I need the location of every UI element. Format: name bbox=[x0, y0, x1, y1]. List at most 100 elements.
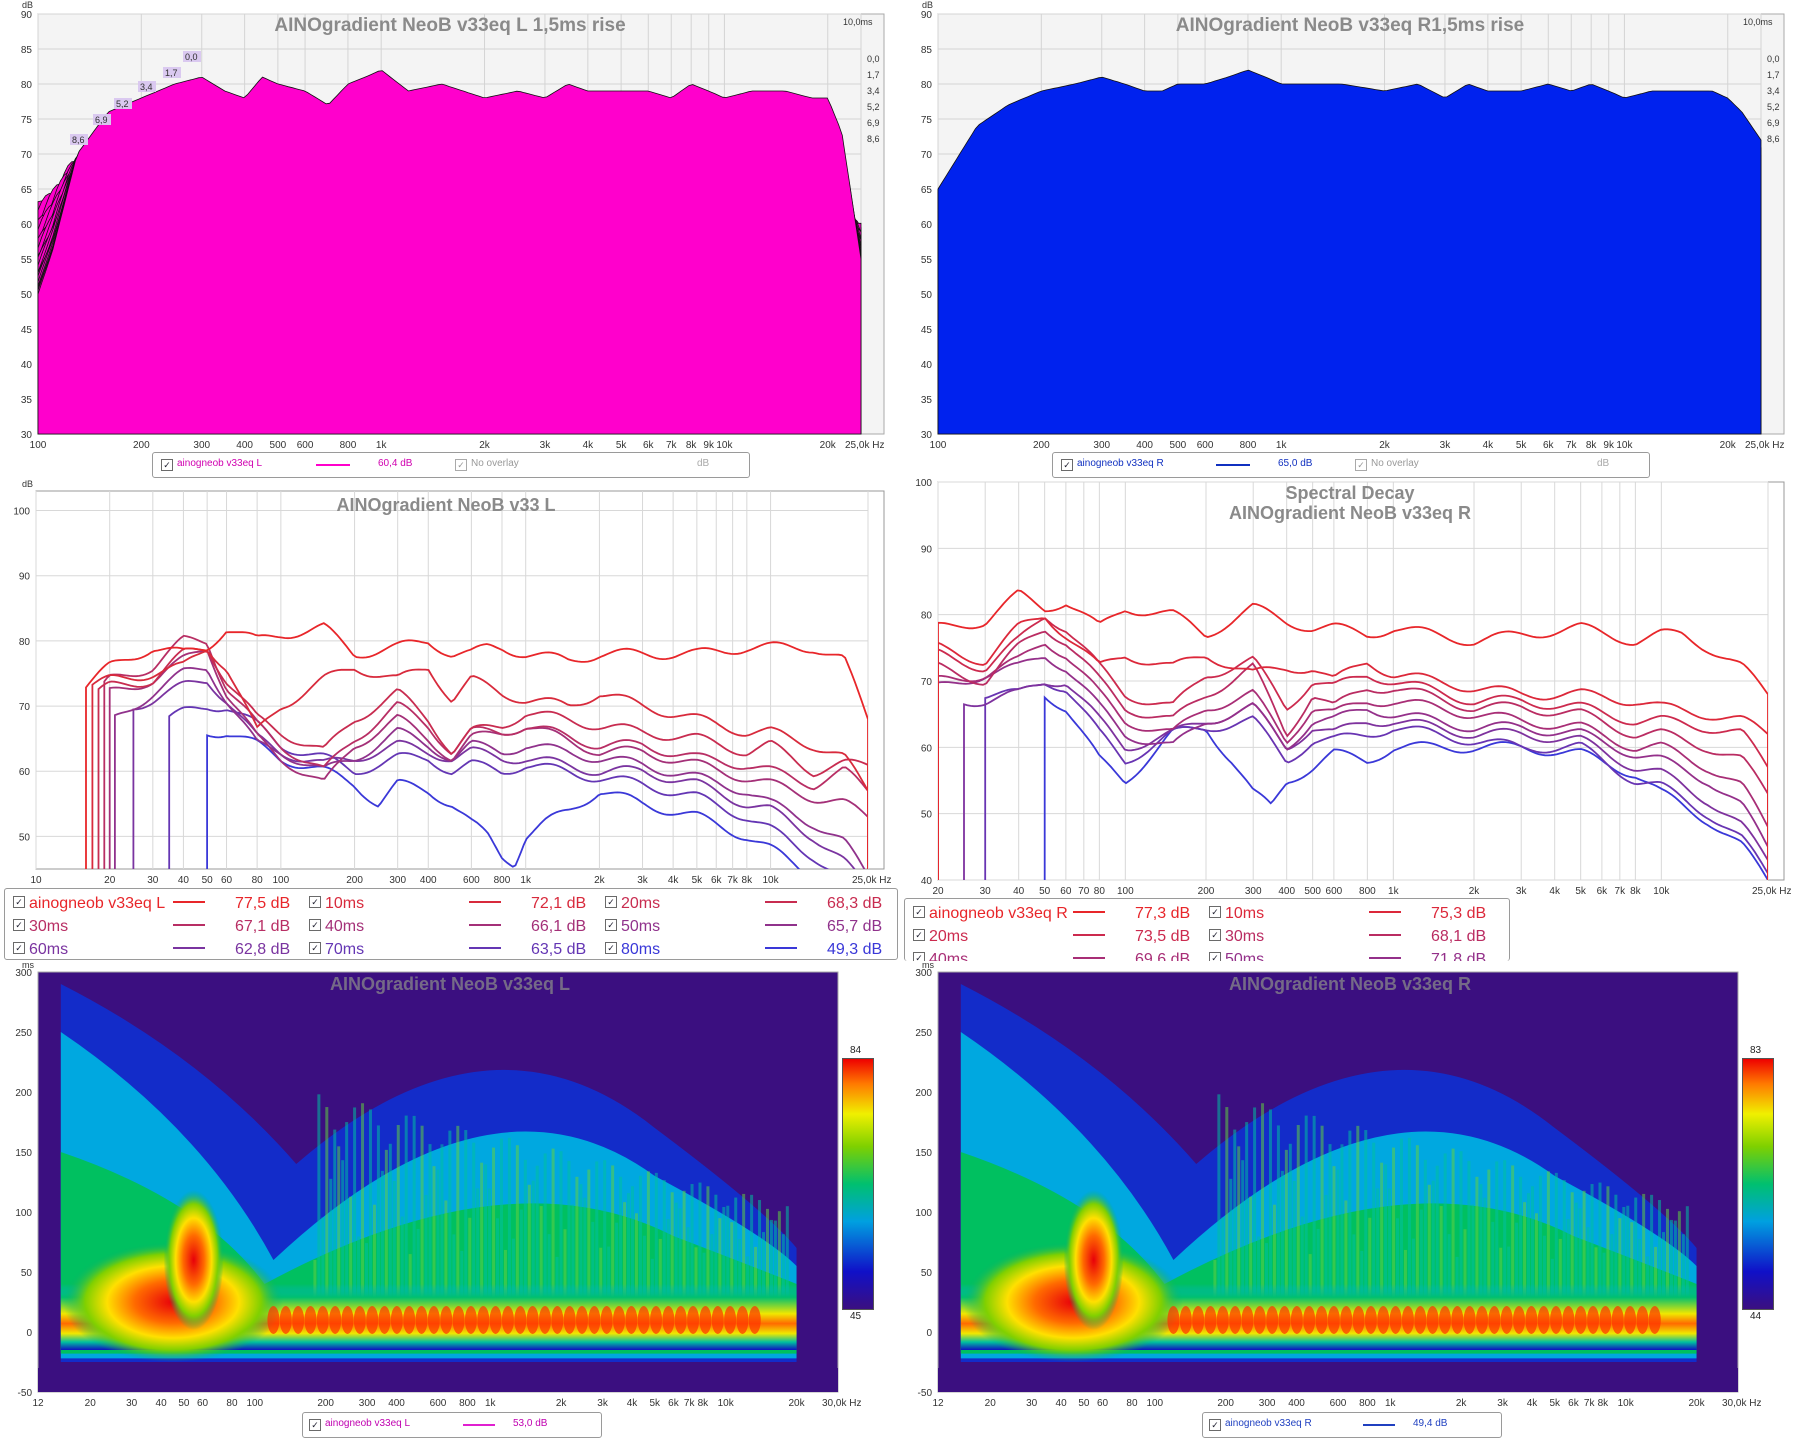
waterfall-right-legend-checkbox[interactable]: ✓ bbox=[1061, 459, 1073, 471]
spectral-decay-left-legend-checkbox[interactable]: ✓ bbox=[605, 896, 617, 908]
x-tick-label: 6k bbox=[711, 875, 723, 886]
time-label-right: 1,7 bbox=[867, 70, 880, 80]
spectrogram-peak bbox=[600, 1306, 613, 1334]
spectrogram-streak bbox=[519, 1209, 523, 1332]
spectrogram-streak bbox=[472, 1142, 476, 1332]
waterfall-right-overlay-checkbox[interactable]: ✓ bbox=[1355, 459, 1367, 471]
spectral-decay-right-legend-name: 50ms bbox=[1225, 951, 1265, 961]
spectral-decay-right-legend: ✓ ainogneob v33eq R 77,3 dB ✓ 10ms 75,3 dB ✓ 20… bbox=[904, 898, 1510, 961]
x-tick-label: 80 bbox=[1126, 1398, 1138, 1409]
spectrogram-right-x-ticks: 12 20 30 40 50 60 80 100 200 300 400 600 800 1k 2k 3k 4k… bbox=[932, 1398, 1761, 1409]
x-tick-label: 60 bbox=[1060, 886, 1072, 897]
spectral-decay-left-legend-checkbox[interactable]: ✓ bbox=[309, 942, 321, 954]
spectral-decay-chart-right: Spectral Decay AINOgradient NeoB v33eq R… bbox=[915, 478, 1791, 897]
x-tick-label: 8k bbox=[1586, 440, 1598, 451]
spectrogram-peak bbox=[316, 1306, 329, 1334]
spectrogram-peak bbox=[711, 1306, 724, 1334]
spectral-decay-left-legend-checkbox[interactable]: ✓ bbox=[13, 896, 25, 908]
spectrogram-streak bbox=[1685, 1206, 1689, 1332]
x-tick-label: 600 bbox=[463, 875, 480, 886]
time-label-right: 8,6 bbox=[867, 134, 880, 144]
spectral-decay-left-legend-checkbox[interactable]: ✓ bbox=[605, 942, 617, 954]
spectrogram-streak bbox=[1268, 1109, 1272, 1332]
x-tick-label: 100 bbox=[930, 440, 947, 451]
spectrogram-streak bbox=[1443, 1153, 1447, 1332]
spectrogram-streak bbox=[1622, 1207, 1626, 1332]
spectral-decay-left-y-ticks: 50 60 70 80 90 100 bbox=[13, 507, 30, 844]
spectrogram-streak bbox=[1658, 1200, 1662, 1332]
spectrogram-peak bbox=[279, 1306, 292, 1334]
waterfall-left-overlay-label: No overlay bbox=[471, 458, 519, 469]
spectrogram-streak bbox=[1316, 1228, 1320, 1332]
spectrogram-streak bbox=[1245, 1122, 1249, 1332]
x-tick-label: 20k bbox=[1720, 440, 1737, 451]
spectrogram-peak bbox=[1389, 1306, 1402, 1334]
spectrogram-streak bbox=[345, 1122, 349, 1332]
spectrogram-streak bbox=[706, 1186, 710, 1332]
spectral-decay-right-legend-checkbox[interactable]: ✓ bbox=[913, 952, 925, 961]
x-tick-label: 8k bbox=[686, 440, 698, 451]
spectrogram-streak bbox=[638, 1175, 642, 1332]
spectral-decay-right-legend-checkbox[interactable]: ✓ bbox=[913, 906, 925, 918]
spectral-decay-left-legend-checkbox[interactable]: ✓ bbox=[309, 896, 321, 908]
time-label-right: 1,7 bbox=[1767, 70, 1780, 80]
x-tick-label: 5k bbox=[692, 875, 704, 886]
x-tick-label: 400 bbox=[1278, 886, 1295, 897]
x-tick-label: 7k bbox=[1584, 1398, 1596, 1409]
y-tick-label: 85 bbox=[921, 45, 933, 56]
x-tick-label: 300 bbox=[1245, 886, 1262, 897]
x-tick-label: 7k bbox=[727, 875, 739, 886]
spectrogram-streak bbox=[630, 1186, 634, 1332]
time-label-bg bbox=[163, 67, 181, 78]
spectrogram-left-legend-name: ainogneob v33eq L bbox=[325, 1418, 411, 1429]
spectrogram-streak bbox=[615, 1222, 619, 1332]
spectrogram-streak bbox=[750, 1194, 754, 1332]
spectral-decay-right-legend-checkbox[interactable]: ✓ bbox=[1209, 952, 1221, 961]
x-tick-label: 100 bbox=[1146, 1398, 1163, 1409]
x-tick-label: 50 bbox=[1078, 1398, 1090, 1409]
x-tick-label: 3k bbox=[540, 440, 552, 451]
decay-curve bbox=[938, 617, 1768, 880]
spectrogram-streak bbox=[1229, 1178, 1233, 1332]
spectral-decay-left-legend-checkbox[interactable]: ✓ bbox=[13, 919, 25, 931]
colorbar-left-max: 84 bbox=[850, 1045, 862, 1056]
x-tick-label: 12 bbox=[932, 1398, 944, 1409]
spectral-decay-right-legend-checkbox[interactable]: ✓ bbox=[1209, 929, 1221, 941]
spectrogram-peak bbox=[1500, 1306, 1513, 1334]
time-label: 5,2 bbox=[116, 99, 129, 109]
waterfall-left-legend-checkbox[interactable]: ✓ bbox=[161, 459, 173, 471]
spectrogram-streak bbox=[1463, 1229, 1467, 1332]
time-label-right: 3,4 bbox=[867, 86, 880, 96]
spectrogram-streak bbox=[507, 1137, 511, 1332]
spectrogram-streak bbox=[1515, 1222, 1519, 1332]
spectral-decay-right-legend-name: ainogneob v33eq R bbox=[929, 905, 1068, 922]
y-tick-label: 300 bbox=[15, 968, 32, 979]
waterfall-left-overlay-checkbox[interactable]: ✓ bbox=[455, 459, 467, 471]
x-tick-label: 800 bbox=[1240, 440, 1257, 451]
spectrogram-peak bbox=[1525, 1306, 1538, 1334]
spectral-decay-left-legend-checkbox[interactable]: ✓ bbox=[309, 919, 321, 931]
spectrogram-streak bbox=[1451, 1148, 1455, 1332]
spectrogram-peak bbox=[1303, 1306, 1316, 1334]
x-tick-label: 50 bbox=[1039, 886, 1051, 897]
spectrogram-streak bbox=[329, 1178, 333, 1332]
spectral-decay-right-legend-value: 77,3 dB bbox=[1135, 905, 1191, 922]
x-tick-label: 5k bbox=[1516, 440, 1528, 451]
spectral-decay-left-legend-checkbox[interactable]: ✓ bbox=[13, 942, 25, 954]
spectral-decay-left-legend-swatch bbox=[173, 924, 205, 926]
spectrogram-peak bbox=[366, 1306, 379, 1334]
spectrogram-streak bbox=[1447, 1234, 1451, 1332]
spectrogram-streak bbox=[762, 1232, 766, 1332]
decay-curve bbox=[206, 734, 868, 869]
spectral-decay-right-legend-checkbox[interactable]: ✓ bbox=[913, 929, 925, 941]
spectrogram-streak bbox=[1296, 1125, 1300, 1332]
spectral-decay-right-legend-checkbox[interactable]: ✓ bbox=[1209, 906, 1221, 918]
spectrogram-left-legend-checkbox[interactable]: ✓ bbox=[309, 1419, 321, 1431]
x-tick-label: 40 bbox=[1013, 886, 1025, 897]
spectral-decay-left-legend-checkbox[interactable]: ✓ bbox=[605, 919, 617, 931]
spectrogram-peak bbox=[1216, 1306, 1229, 1334]
spectrogram-right-legend-checkbox[interactable]: ✓ bbox=[1209, 1419, 1221, 1431]
waterfall-slice bbox=[937, 69, 1762, 435]
spectral-decay-left-legend-name: 60ms bbox=[29, 941, 69, 958]
spectral-decay-left-legend-swatch bbox=[765, 947, 797, 949]
